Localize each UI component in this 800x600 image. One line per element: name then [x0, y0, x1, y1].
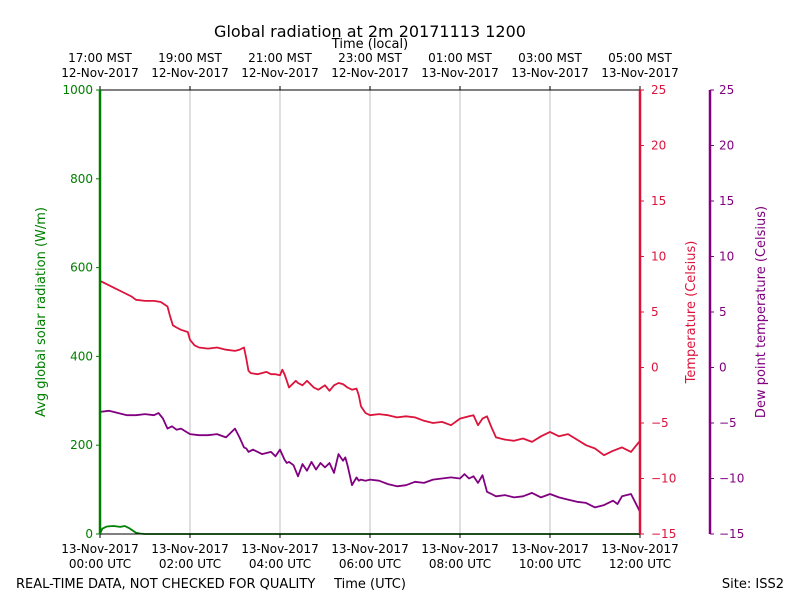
temperature-tick-label: −15 [651, 527, 676, 541]
x-tick-label-date: 13-Nov-2017 [601, 542, 679, 556]
top-tick-label-time: 19:00 MST [158, 51, 222, 65]
x-tick-label-time: 12:00 UTC [609, 557, 671, 571]
temperature-tick-label: 25 [651, 83, 666, 97]
x-tick-label-date: 13-Nov-2017 [421, 542, 499, 556]
top-axis-label: Time (local) [331, 37, 408, 52]
dewpoint-tick-label: 15 [719, 194, 734, 208]
footer-site-label: Site: ISS2 [722, 577, 784, 592]
temperature-tick-label: 10 [651, 250, 666, 264]
top-tick-label-date: 13-Nov-2017 [511, 66, 589, 80]
chart-title: Global radiation at 2m 20171113 1200 [214, 22, 526, 41]
dewpoint-tick-label: 0 [719, 361, 727, 375]
dewpoint-tick-label: 10 [719, 250, 734, 264]
x-tick-label-date: 13-Nov-2017 [331, 542, 409, 556]
x-tick-label-time: 10:00 UTC [519, 557, 581, 571]
top-tick-label-date: 13-Nov-2017 [421, 66, 499, 80]
temperature-tick-label: −5 [651, 416, 669, 430]
dewpoint-tick-label: −10 [719, 472, 744, 486]
x-tick-label-time: 04:00 UTC [249, 557, 311, 571]
radiation-tick-label: 800 [70, 172, 93, 186]
x-tick-label-date: 13-Nov-2017 [61, 542, 139, 556]
footer-quality-note: REAL-TIME DATA, NOT CHECKED FOR QUALITY [16, 577, 315, 592]
temperature-tick-label: 0 [651, 361, 659, 375]
temperature-tick-label: 15 [651, 194, 666, 208]
radiation-axis-label: Avg global solar radiation (W/m) [34, 207, 49, 417]
x-tick-label-date: 13-Nov-2017 [151, 542, 229, 556]
dewpoint-series-line [99, 409, 641, 513]
vertical-grid [189, 90, 551, 534]
x-tick-label-time: 00:00 UTC [69, 557, 131, 571]
top-tick-label-date: 13-Nov-2017 [601, 66, 679, 80]
dewpoint-tick-label: 5 [719, 305, 727, 319]
x-tick-label-time: 06:00 UTC [339, 557, 401, 571]
x-axis-label: Time (UTC) [333, 577, 406, 592]
x-tick-label-date: 13-Nov-2017 [241, 542, 319, 556]
radiation-tick-label: 200 [70, 438, 93, 452]
radiation-tick-label: 1000 [62, 83, 93, 97]
top-tick-label-time: 01:00 MST [428, 51, 492, 65]
dewpoint-tick-label: −5 [719, 416, 737, 430]
temperature-tick-label: 20 [651, 139, 666, 153]
dewpoint-tick-label: −15 [719, 527, 744, 541]
top-tick-label-date: 12-Nov-2017 [61, 66, 139, 80]
x-tick-label-time: 08:00 UTC [429, 557, 491, 571]
top-tick-label-time: 05:00 MST [608, 51, 672, 65]
top-tick-label-time: 23:00 MST [338, 51, 402, 65]
temperature-tick-label: 5 [651, 305, 659, 319]
x-tick-label-time: 02:00 UTC [159, 557, 221, 571]
radiation-tick-label: 600 [70, 261, 93, 275]
top-tick-label-time: 21:00 MST [248, 51, 312, 65]
top-tick-label-date: 12-Nov-2017 [241, 66, 319, 80]
top-tick-label-time: 17:00 MST [68, 51, 132, 65]
radiation-tick-label: 0 [85, 527, 93, 541]
radiation-tick-label: 400 [70, 349, 93, 363]
x-tick-label-date: 13-Nov-2017 [511, 542, 589, 556]
top-tick-label-time: 03:00 MST [518, 51, 582, 65]
dewpoint-tick-label: 25 [719, 83, 734, 97]
dewpoint-axis-label: Dew point temperature (Celsius) [754, 206, 769, 418]
axes-layer [98, 89, 712, 535]
dewpoint-tick-label: 20 [719, 139, 734, 153]
temperature-series-line [99, 280, 641, 457]
top-tick-label-date: 12-Nov-2017 [151, 66, 229, 80]
temperature-tick-label: −10 [651, 472, 676, 486]
top-tick-label-date: 12-Nov-2017 [331, 66, 409, 80]
temperature-axis-label: Temperature (Celsius) [684, 241, 699, 385]
